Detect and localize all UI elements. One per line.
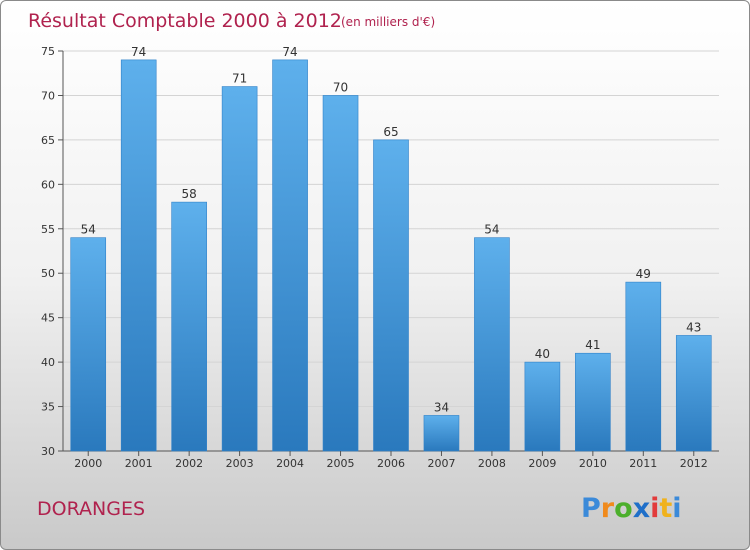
y-tick-label: 75 xyxy=(41,45,55,58)
x-tick-label: 2000 xyxy=(74,457,102,470)
value-labels: 54 74 58 71 74 70 65 34 54 40 41 49 43 xyxy=(81,45,702,415)
x-tick-label: 2001 xyxy=(125,457,153,470)
logo-letter: t xyxy=(659,493,672,524)
bar-2005 xyxy=(322,95,359,452)
value-label: 34 xyxy=(434,400,449,414)
x-tick-label: 2012 xyxy=(680,457,708,470)
value-label: 54 xyxy=(81,223,96,237)
bar-2004 xyxy=(272,59,308,452)
chart-units: (en milliers d'€) xyxy=(341,15,435,29)
logo-letter: i xyxy=(650,493,659,524)
x-tick-label: 2008 xyxy=(478,457,506,470)
x-tick-label: 2003 xyxy=(226,457,254,470)
y-tick-label: 65 xyxy=(41,134,55,147)
y-tick-label: 55 xyxy=(41,223,55,236)
logo-letter: i xyxy=(672,493,681,524)
x-tick-label: 2006 xyxy=(377,457,405,470)
y-tick-label: 70 xyxy=(41,89,55,102)
x-tick-label: 2005 xyxy=(327,457,355,470)
y-tick-label: 35 xyxy=(41,401,55,414)
x-tick-label: 2009 xyxy=(528,457,556,470)
value-label: 74 xyxy=(282,45,297,59)
x-tick-label: 2004 xyxy=(276,457,304,470)
x-tick-label: 2011 xyxy=(629,457,657,470)
bar-2001 xyxy=(120,59,157,452)
x-tick-label: 2010 xyxy=(579,457,607,470)
y-tick-label: 30 xyxy=(41,445,55,458)
x-tick-label: 2007 xyxy=(427,457,455,470)
bar-2006 xyxy=(373,139,409,452)
bar-2000 xyxy=(70,237,107,452)
value-label: 43 xyxy=(686,320,701,334)
logo-letter: o xyxy=(614,493,633,524)
value-label: 71 xyxy=(232,72,247,86)
value-label: 70 xyxy=(333,80,348,94)
value-label: 40 xyxy=(535,347,550,361)
y-tick-label: 40 xyxy=(41,356,55,369)
value-label: 54 xyxy=(484,223,499,237)
x-tick-label: 2002 xyxy=(175,457,203,470)
location-name: DORANGES xyxy=(37,498,145,520)
bar-2010 xyxy=(575,352,611,452)
chart-title: Résultat Comptable 2000 à 2012 xyxy=(28,10,342,32)
x-tick-labels: 2000 2001 2002 2003 2004 2005 2006 2007 2008 2009… xyxy=(74,451,708,470)
logo-letter: r xyxy=(601,493,615,524)
logo-letter: P xyxy=(581,493,601,524)
value-label: 65 xyxy=(383,125,398,139)
proxiti-logo: Proxiti xyxy=(581,493,682,524)
value-label: 74 xyxy=(131,45,146,59)
y-tick-label: 50 xyxy=(41,267,55,280)
bars xyxy=(70,59,712,452)
bar-2012 xyxy=(675,335,712,452)
value-label: 49 xyxy=(636,267,651,281)
value-label: 41 xyxy=(585,338,600,352)
bar-2007 xyxy=(423,415,460,452)
bar-2009 xyxy=(524,361,561,452)
value-label: 58 xyxy=(182,187,197,201)
y-tick-label: 60 xyxy=(41,178,55,191)
y-tick-label: 45 xyxy=(41,312,55,325)
bar-2002 xyxy=(171,201,207,452)
logo-letter: x xyxy=(633,493,650,524)
y-tick-labels: 30 35 40 45 50 55 60 65 70 75 xyxy=(41,45,63,458)
bar-2008 xyxy=(474,237,510,452)
bar-2003 xyxy=(221,86,258,452)
bar-2011 xyxy=(625,281,662,452)
